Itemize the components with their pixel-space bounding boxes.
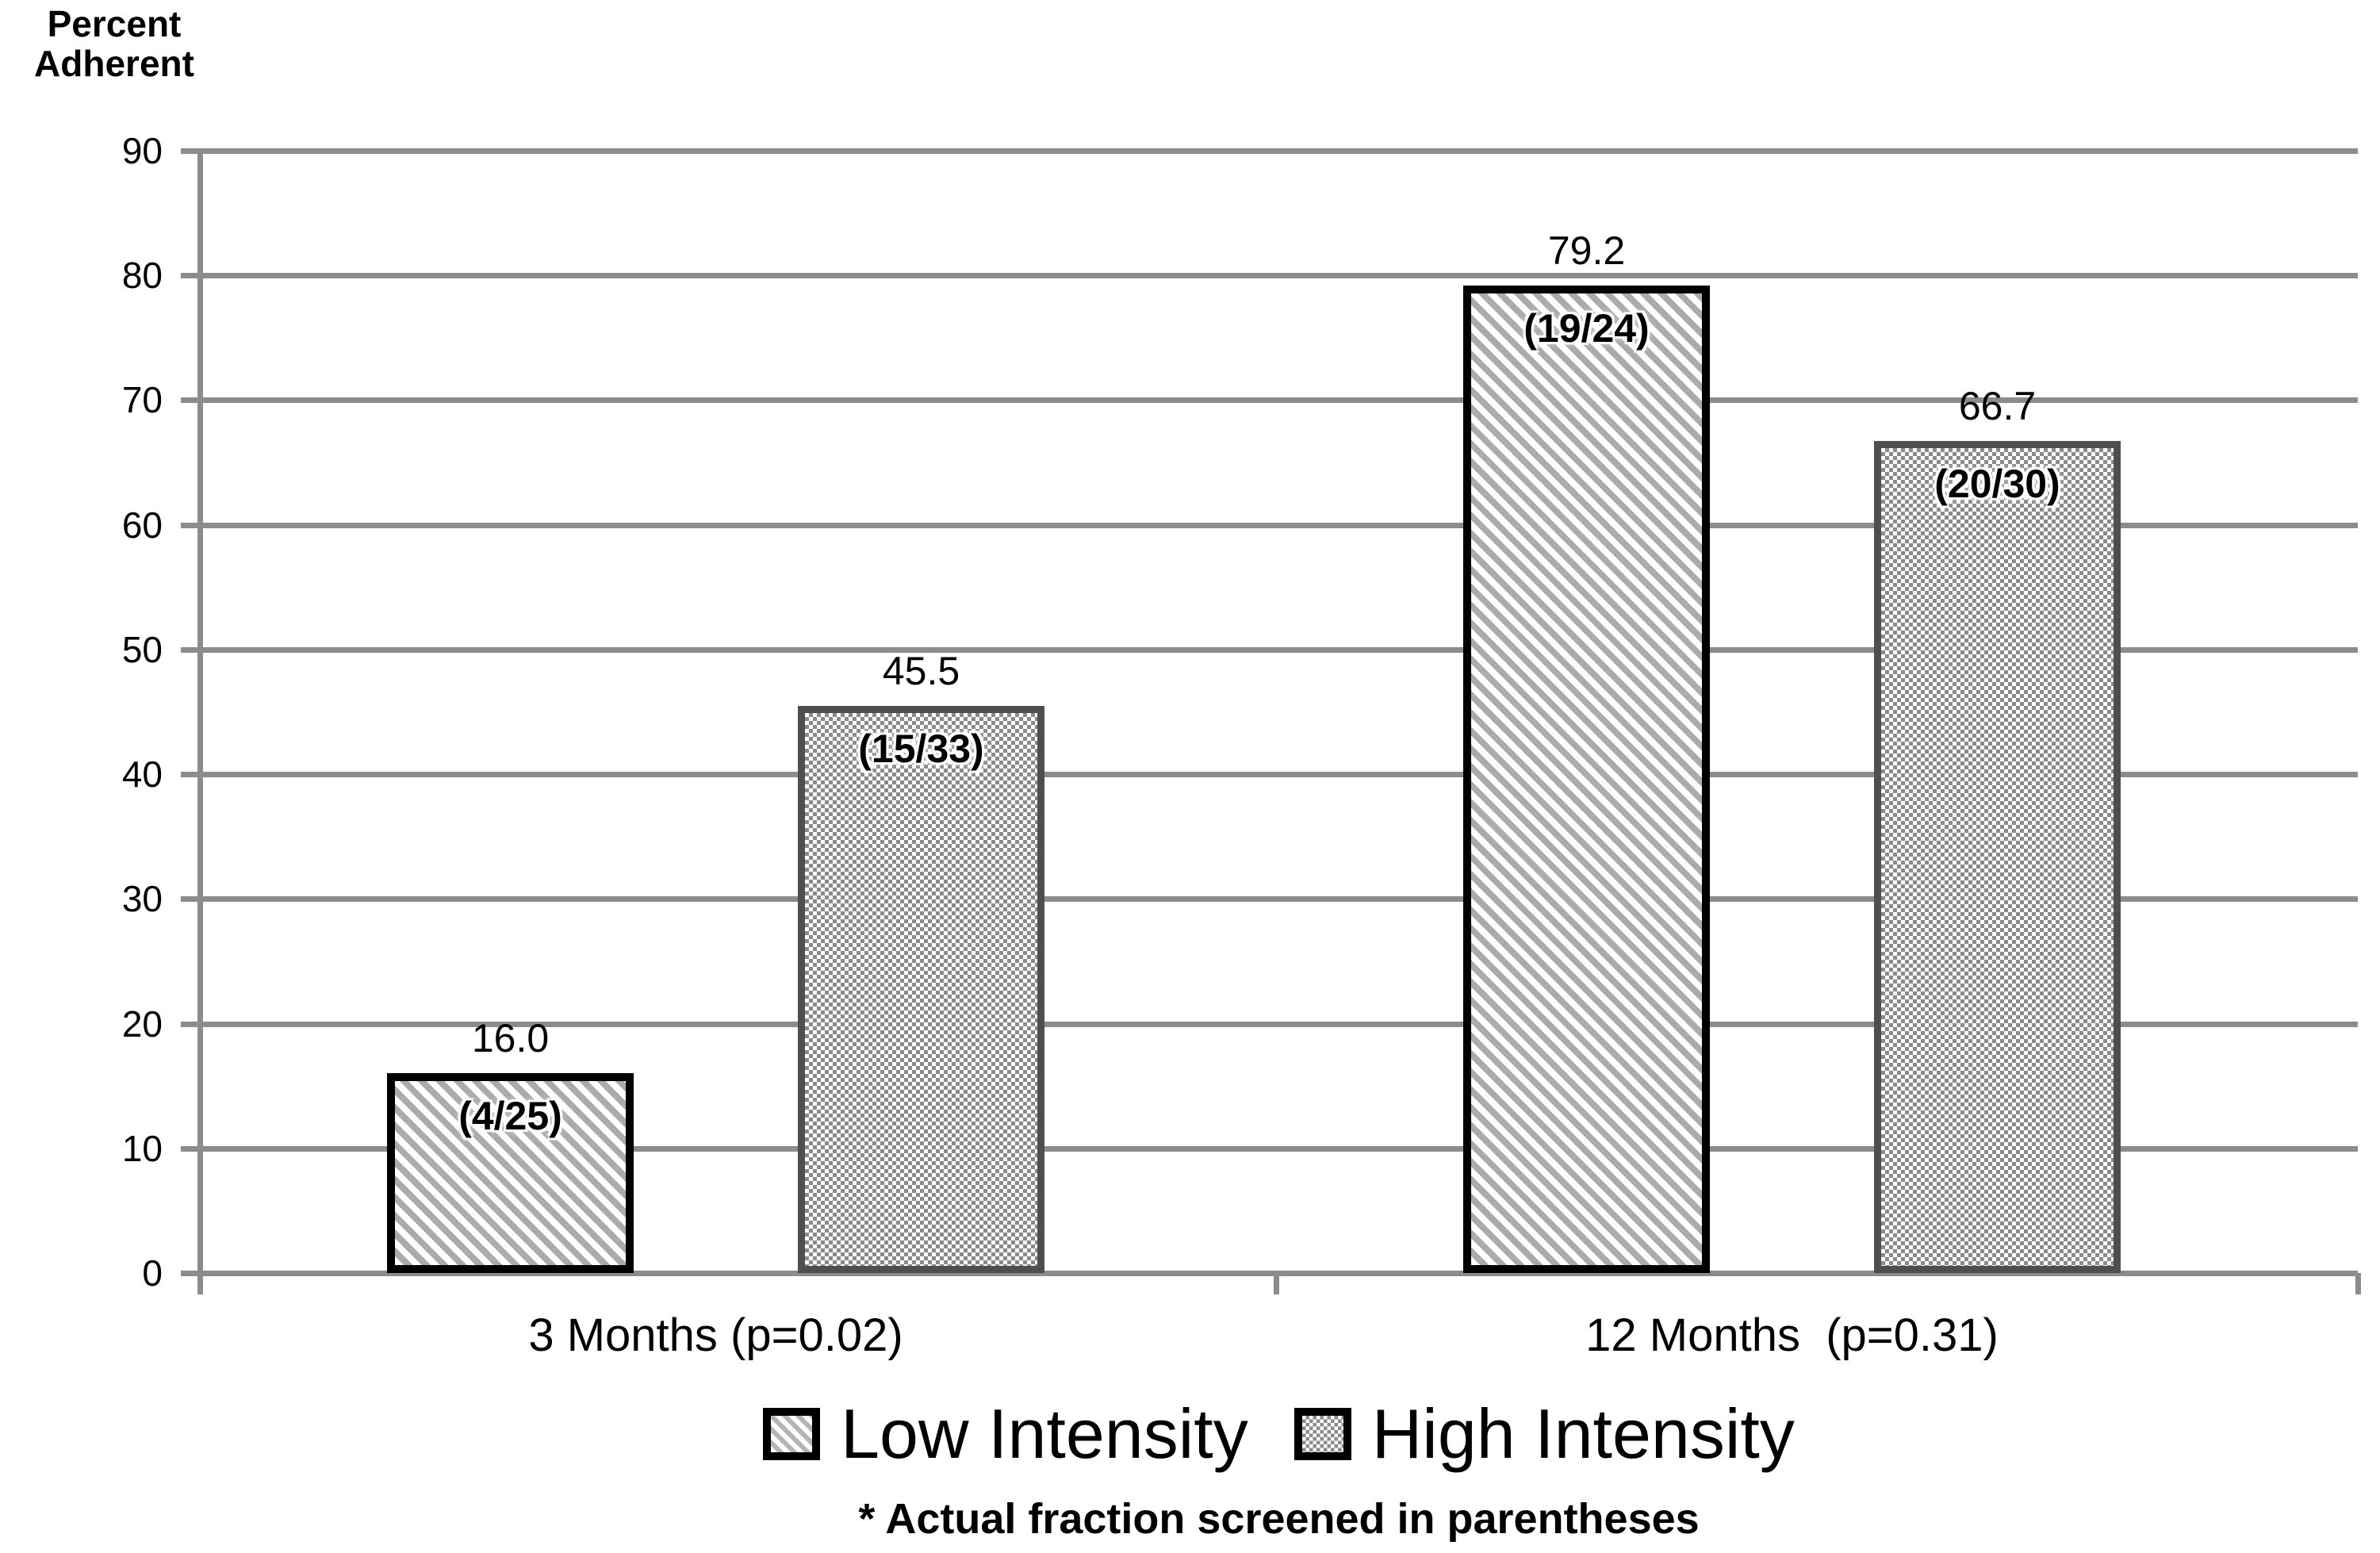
y-tick-label-50: 50	[121, 628, 163, 670]
bar-fraction-label-high-intensity-1: (15/33)	[858, 727, 984, 771]
gridline-0	[181, 1271, 2358, 1276]
bar-high-intensity-2	[1874, 441, 2121, 1273]
x-axis-tick-1	[2355, 1273, 2361, 1294]
plot-area: 0 10 20 30 40 50 60 70 80 90 16.0 (4/25) 45.5 (15/33)…	[122, 130, 2361, 1360]
bar-value-label-low-intensity-1: 16.0	[471, 1016, 550, 1060]
gridline-70	[181, 397, 2358, 404]
gridline-30	[181, 896, 2358, 903]
legend-swatch-low-intensity	[763, 1408, 821, 1460]
bar-value-label-low-intensity-2: 79.2	[1547, 228, 1626, 273]
y-tick-label-20: 20	[121, 1003, 163, 1045]
y-tick-label-30: 30	[121, 878, 163, 920]
y-axis-title: Percent Adherent	[34, 3, 194, 84]
gridline-10	[181, 1145, 2358, 1152]
bar-value-label-high-intensity-1: 45.5	[882, 649, 960, 693]
x-category-label-2: 12 Months (p=0.31)	[1585, 1310, 1999, 1361]
legend-item-low-intensity: Low Intensity	[763, 1399, 1248, 1469]
gridline-40	[181, 772, 2358, 778]
gridline-80	[181, 273, 2358, 279]
legend-item-high-intensity: High Intensity	[1293, 1394, 1795, 1473]
y-axis-line	[197, 149, 203, 1294]
bar-fraction-label-low-intensity-2: (19/24)	[1523, 306, 1650, 351]
y-tick-label-60: 60	[121, 504, 163, 546]
bar-fraction-label-low-intensity-1: (4/25)	[458, 1094, 562, 1138]
y-tick-label-0: 0	[142, 1252, 163, 1294]
x-axis-tick-0	[1274, 1273, 1279, 1294]
y-tick-label-40: 40	[121, 753, 163, 796]
gridline-20	[181, 1021, 2358, 1027]
y-tick-label-80: 80	[121, 255, 163, 297]
gridline-50	[181, 646, 2358, 653]
legend: Low Intensity High Intensity	[200, 1394, 2358, 1473]
gridline-60	[181, 522, 2358, 528]
bar-value-label-high-intensity-2: 66.7	[1958, 384, 2037, 428]
bar-fraction-label-high-intensity-2: (20/30)	[1934, 462, 2060, 506]
y-tick-label-10: 10	[121, 1127, 163, 1169]
y-tick-label-90: 90	[121, 130, 163, 171]
y-tick-label-70: 70	[121, 379, 163, 421]
bar-low-intensity-2	[1463, 286, 1710, 1273]
gridline-90	[181, 148, 2358, 154]
x-category-label-1: 3 Months (p=0.02)	[528, 1310, 903, 1361]
chart-footnote: * Actual fraction screened in parenthese…	[858, 1495, 1700, 1543]
legend-label-low-intensity: Low Intensity	[841, 1394, 1248, 1473]
bar-high-intensity-1	[798, 706, 1044, 1273]
bar-low-intensity-1	[387, 1073, 634, 1273]
legend-label-high-intensity: High Intensity	[1371, 1394, 1795, 1473]
legend-swatch-high-intensity	[1293, 1408, 1351, 1460]
